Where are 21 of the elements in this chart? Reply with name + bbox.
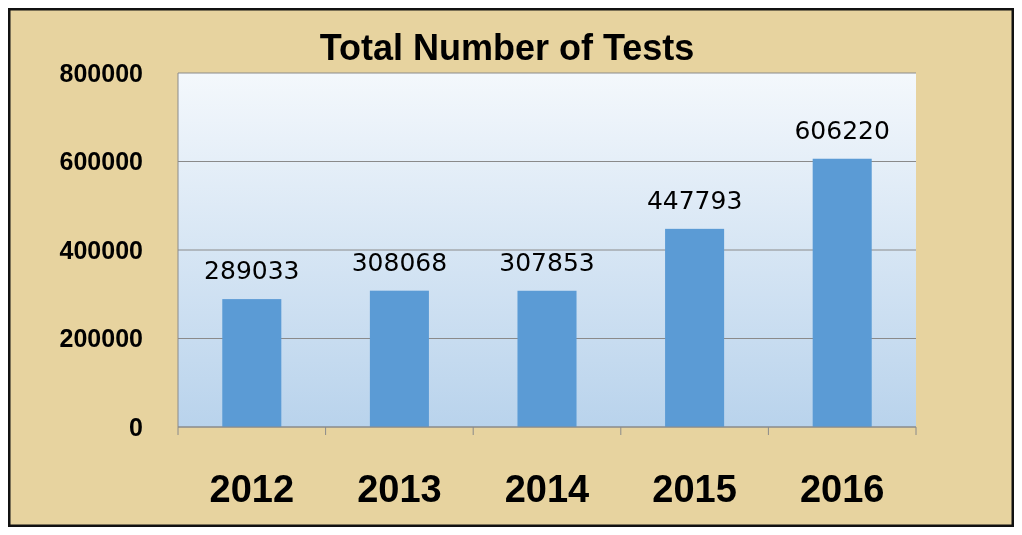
chart-title: Total Number of Tests [319, 27, 695, 68]
x-tick-label: 2015 [652, 468, 737, 510]
bar [665, 228, 725, 427]
y-tick-label: 800000 [59, 58, 143, 87]
y-tick-label: 400000 [59, 235, 143, 264]
bar [222, 299, 282, 427]
data-label: 606220 [794, 115, 890, 145]
bar [517, 290, 577, 427]
y-tick-label: 0 [129, 412, 143, 441]
y-tick-label: 600000 [59, 147, 143, 176]
x-tick-label: 2016 [799, 468, 885, 510]
data-label: 308068 [351, 247, 448, 277]
data-label: 289033 [204, 256, 300, 286]
data-label: 447793 [646, 185, 743, 215]
x-tick-label: 2013 [357, 468, 442, 510]
data-label: 307853 [499, 247, 595, 277]
y-tick-label: 200000 [59, 324, 143, 353]
bar [369, 290, 429, 427]
x-tick-label: 2014 [504, 468, 590, 510]
bar [812, 158, 872, 427]
x-tick-label: 2012 [209, 468, 295, 510]
